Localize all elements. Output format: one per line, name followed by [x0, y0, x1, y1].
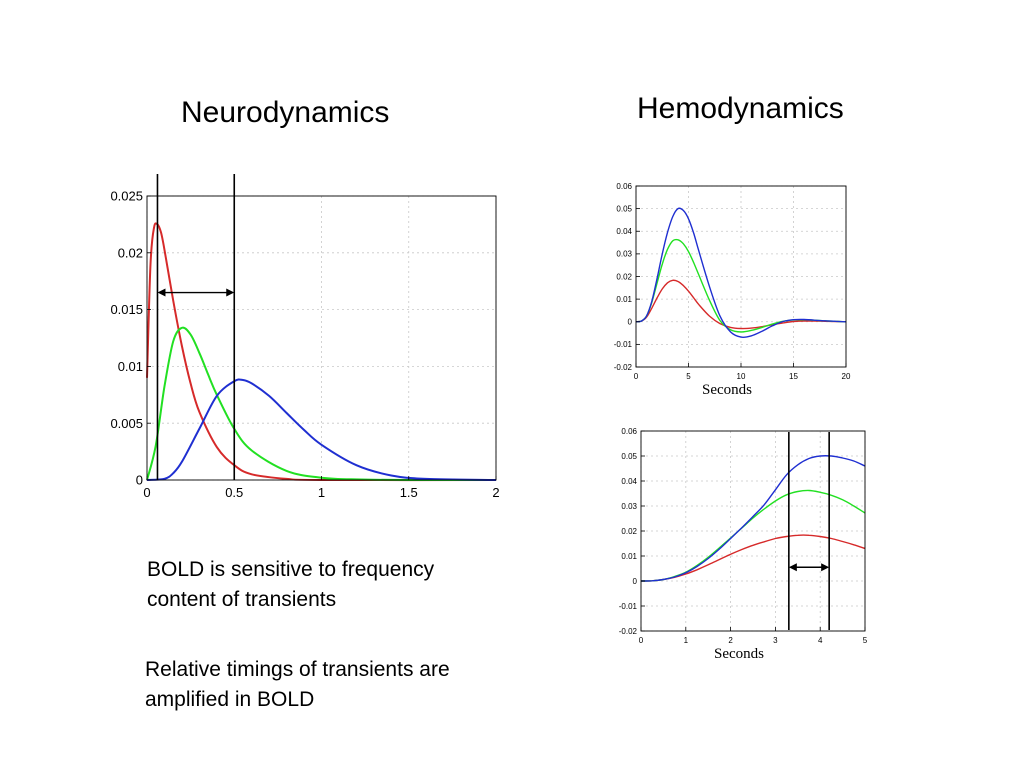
y-tick-label: 0.01 [621, 552, 637, 561]
y-tick-label: -0.01 [619, 602, 638, 611]
y-tick-label: 0.025 [110, 189, 143, 204]
y-tick-label: 0.02 [621, 527, 637, 536]
x-tick-label: 2 [728, 636, 733, 645]
y-tick-label: -0.01 [614, 340, 633, 349]
frequency-note: BOLD is sensitive to frequency content o… [147, 555, 527, 615]
y-tick-label: 0.015 [110, 302, 143, 317]
timing-note-line-2: amplified in BOLD [145, 688, 315, 711]
arrow-left-head [157, 288, 166, 297]
y-tick-label: 0.01 [616, 295, 632, 304]
series-blue-line [146, 378, 497, 481]
y-tick-label: 0.06 [616, 182, 632, 191]
neurodynamics-chart: 0 0.5 1 1.5 2 0 0.005 0.01 0.015 0.02 0.025 [110, 174, 500, 500]
x-tick-label: 0 [639, 636, 644, 645]
frequency-note-line-2: content of transients [147, 588, 337, 611]
x-axis-label: Seconds [714, 646, 764, 662]
series-red-line [146, 222, 497, 482]
y-tick-label: 0.05 [616, 204, 632, 213]
y-tick-label: 0.06 [621, 427, 637, 436]
y-tick-label: 0.02 [616, 272, 632, 281]
x-tick-label: 2 [492, 485, 499, 500]
y-tick-label: 0.01 [118, 359, 143, 374]
series-green-line [146, 326, 497, 482]
timing-note-line-1: Relative timings of transients are [145, 658, 450, 681]
hemodynamics-heading: Hemodynamics [637, 92, 844, 125]
x-tick-label: 0 [634, 372, 639, 381]
x-tick-label: 1 [318, 485, 325, 500]
x-tick-label: 3 [773, 636, 778, 645]
timing-note: Relative timings of transients are ampli… [145, 655, 545, 715]
y-tick-label: -0.02 [614, 363, 633, 372]
x-tick-label: 10 [737, 372, 746, 381]
neurodynamics-heading: Neurodynamics [181, 96, 390, 129]
x-tick-label: 0.5 [225, 485, 243, 500]
y-tick-label: 0 [633, 577, 638, 586]
arrow-left-head [788, 563, 797, 572]
x-tick-label: 20 [842, 372, 851, 381]
x-axis-label: Seconds [702, 382, 752, 398]
x-tick-label: 1.5 [400, 485, 418, 500]
arrow-right-head [226, 288, 235, 297]
series-blue-line [640, 455, 866, 582]
y-tick-label: 0.05 [621, 452, 637, 461]
y-tick-label: 0.005 [110, 416, 143, 431]
x-tick-label: 5 [686, 372, 691, 381]
x-tick-label: 5 [863, 636, 868, 645]
arrow-right-head [821, 563, 830, 572]
x-tick-label: 4 [818, 636, 823, 645]
y-tick-label: -0.02 [619, 627, 638, 636]
series-blue-line [635, 207, 847, 339]
y-tick-label: 0.02 [118, 245, 143, 260]
x-tick-label: 15 [789, 372, 798, 381]
frequency-note-line-1: BOLD is sensitive to frequency [147, 558, 435, 581]
hemodynamics-zoom-chart: 0 1 2 3 4 5 -0.02 -0.01 0 0.01 0.02 0.03 0.04 0.05 0.0… [619, 427, 868, 662]
x-tick-label: 1 [684, 636, 689, 645]
y-tick-label: 0.03 [621, 502, 637, 511]
y-tick-label: 0.03 [616, 250, 632, 259]
y-tick-label: 0 [136, 473, 143, 488]
y-tick-label: 0 [628, 318, 633, 327]
y-tick-label: 0.04 [616, 227, 632, 236]
hemodynamics-full-chart: 0 5 10 15 20 -0.02 -0.01 0 0.01 0.02 0.03 0.04 0.05 0… [614, 182, 851, 398]
series-red-line [635, 279, 847, 330]
x-tick-label: 0 [143, 485, 150, 500]
y-tick-label: 0.04 [621, 477, 637, 486]
